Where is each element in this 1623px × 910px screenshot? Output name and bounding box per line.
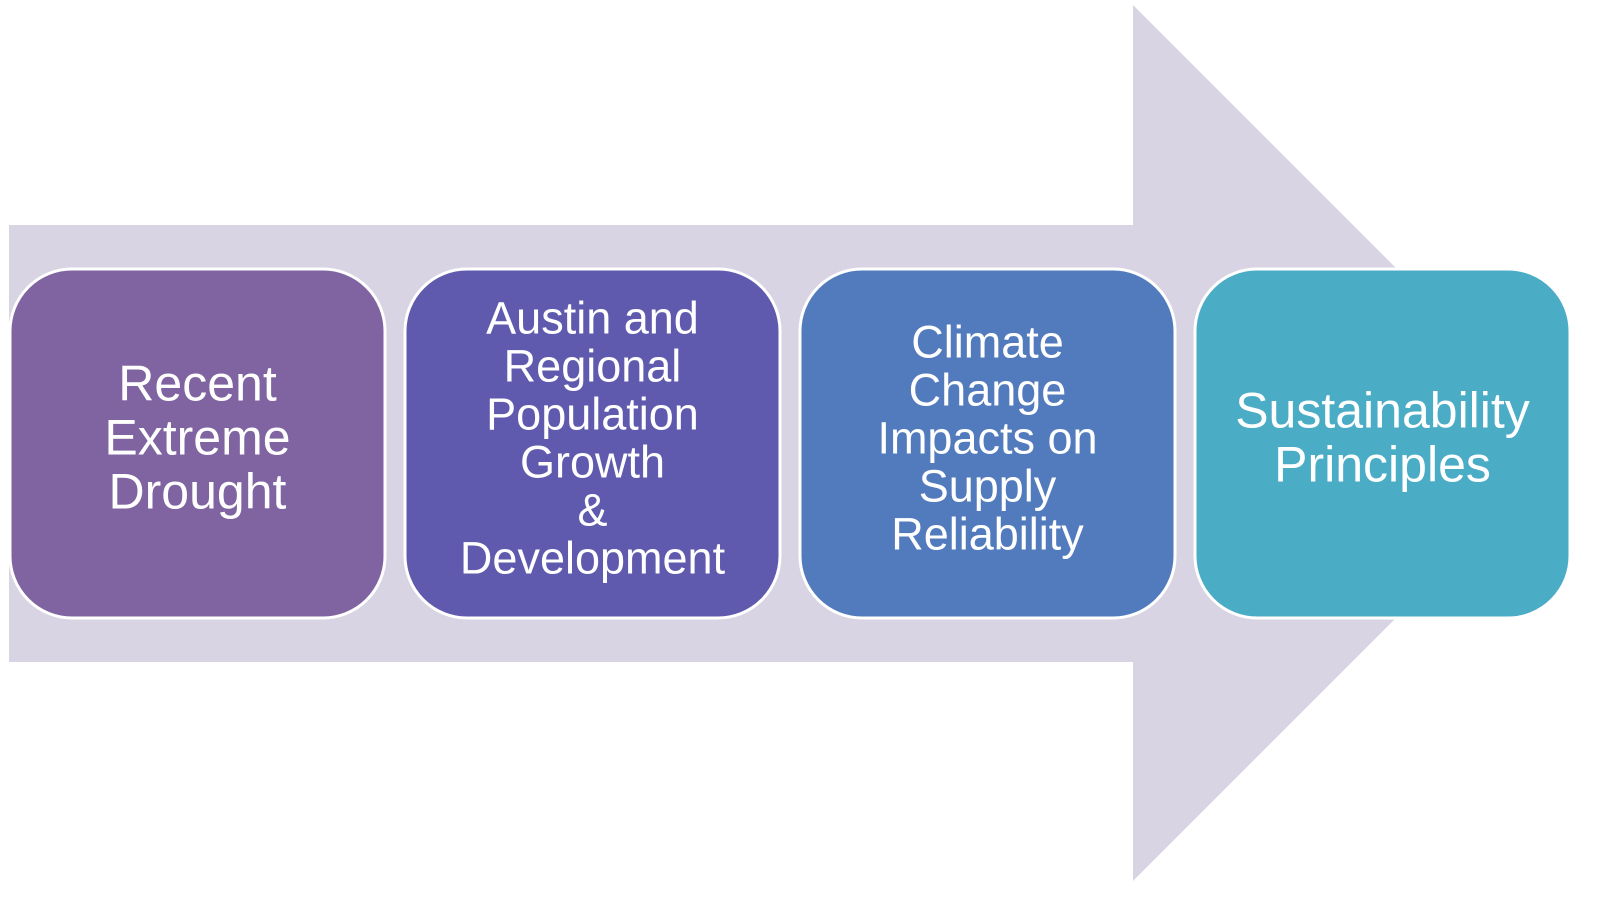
step-label: Impacts on: [877, 412, 1097, 463]
step-label: &: [577, 484, 607, 535]
step-label: Development: [460, 532, 726, 583]
step-label: Sustainability: [1235, 383, 1530, 439]
step-label: Extreme: [104, 410, 290, 466]
step-box: [8, 267, 387, 620]
step-label: Recent: [118, 356, 277, 412]
step-label: Change: [909, 364, 1067, 415]
step-label: Drought: [109, 464, 287, 520]
step-label: Austin and: [486, 292, 699, 343]
step-label: Population: [486, 388, 699, 439]
step-label: Regional: [504, 340, 682, 391]
step-label: Climate: [911, 316, 1064, 367]
step-label: Growth: [520, 436, 665, 487]
step-box: [798, 267, 1177, 620]
step-label: Principles: [1274, 437, 1491, 493]
step-box: [1193, 267, 1572, 620]
step-label: Reliability: [891, 508, 1084, 559]
arrow: [9, 5, 1571, 881]
step-box: [403, 267, 782, 620]
step-label: Supply: [919, 460, 1057, 511]
